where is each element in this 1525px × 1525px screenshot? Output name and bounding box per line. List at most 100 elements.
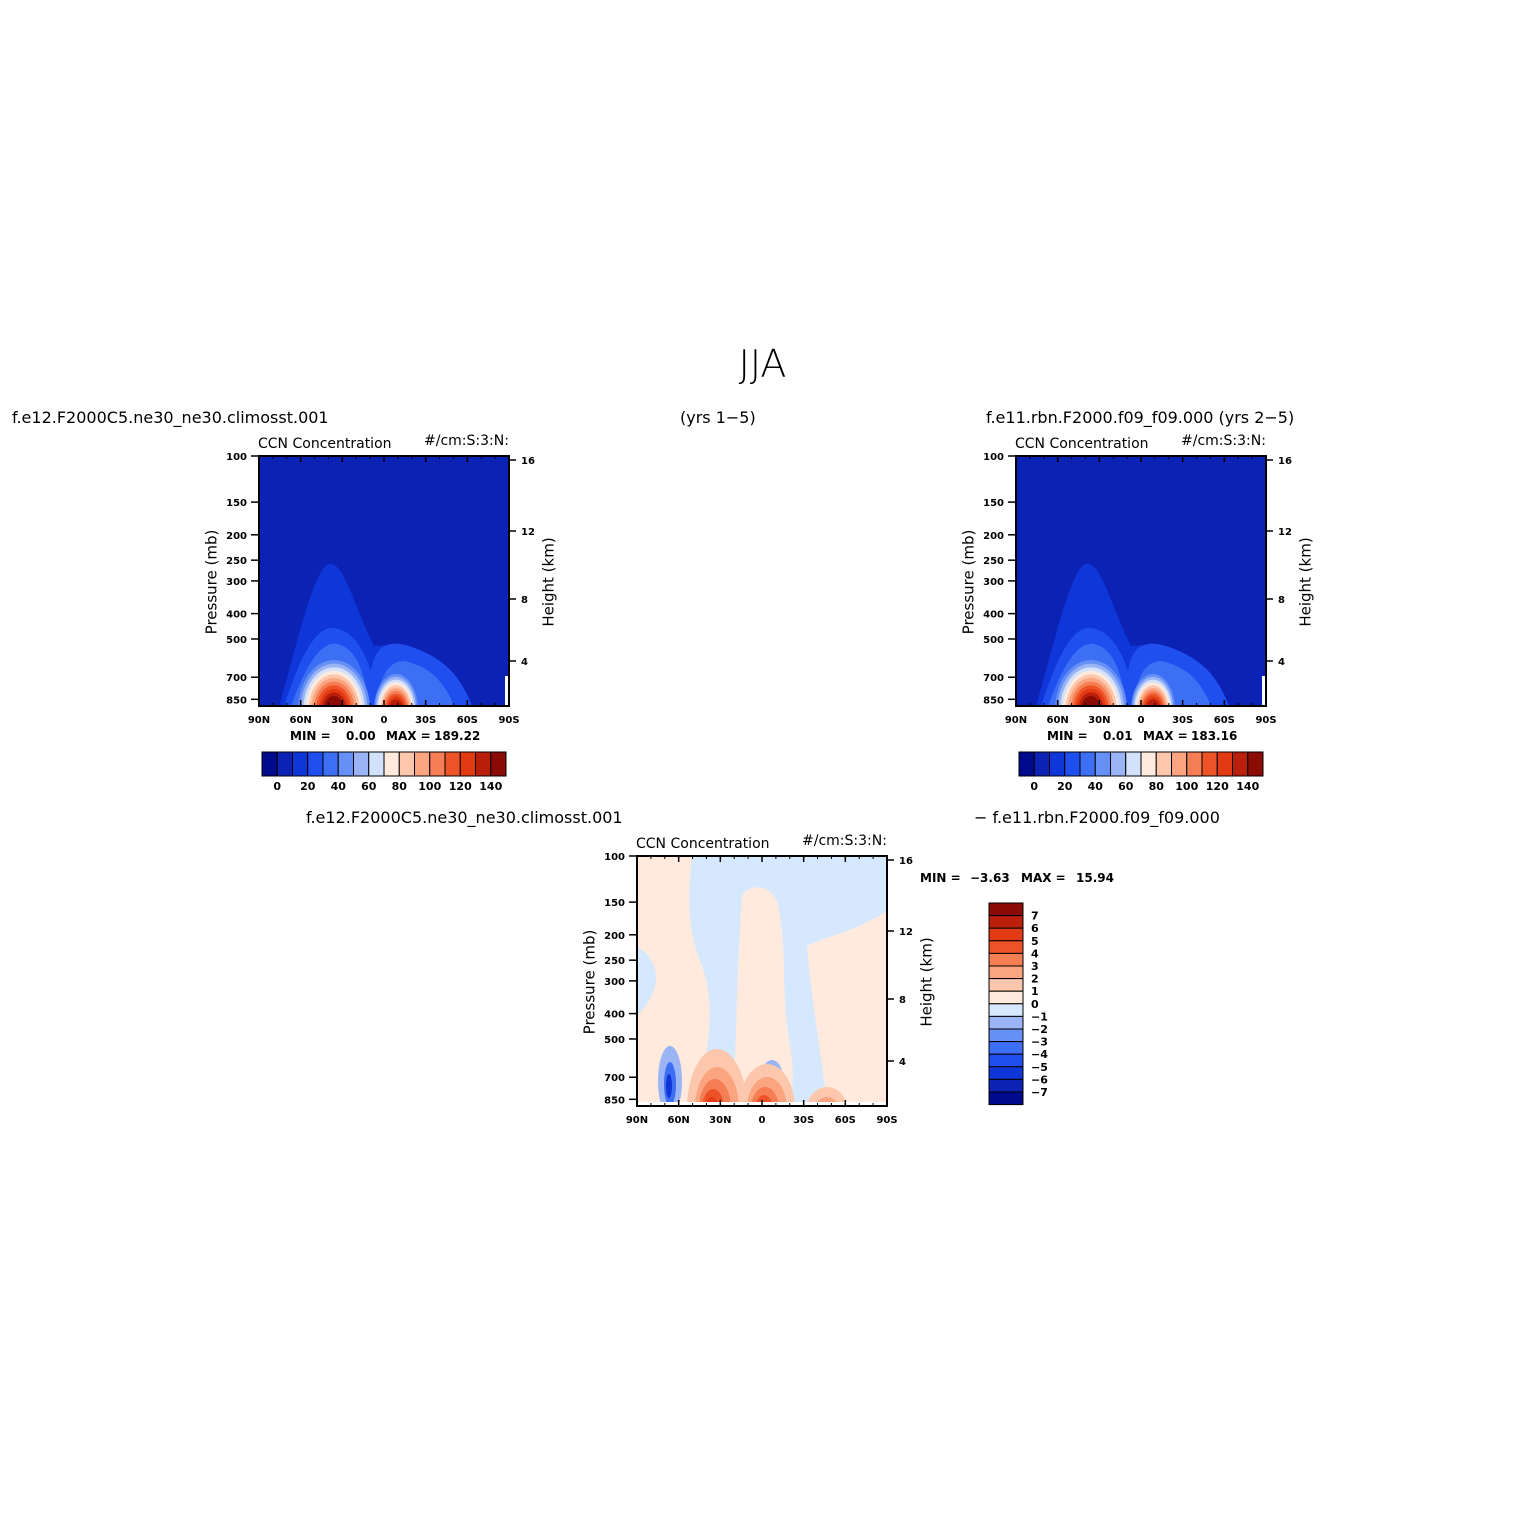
x-tick-label: 0 bbox=[759, 1115, 766, 1126]
colorbar-box bbox=[988, 1028, 1024, 1043]
y-tick-label: 400 bbox=[226, 610, 247, 621]
diff-right-label: − f.e11.rbn.F2000.f09_f09.000 bbox=[974, 808, 1220, 827]
colorbar-box bbox=[988, 915, 1024, 929]
y-tick-label-right: 12 bbox=[1278, 527, 1292, 538]
colorbar-box bbox=[1079, 751, 1096, 777]
x-tick-label: 60S bbox=[835, 1115, 856, 1126]
x-tick-label: 30N bbox=[331, 715, 353, 726]
plot-area-1 bbox=[251, 455, 516, 707]
colorbar-box bbox=[988, 965, 1024, 980]
colorbar-box bbox=[1155, 751, 1172, 777]
x-tick-label: 90S bbox=[876, 1115, 897, 1126]
colorbar-tick-label: 120 bbox=[1206, 780, 1229, 793]
colorbar-tick-label: 80 bbox=[392, 780, 408, 793]
colorbar-box bbox=[414, 751, 431, 777]
x-tick-label: 90N bbox=[248, 715, 270, 726]
x-tick-label: 90N bbox=[1005, 715, 1027, 726]
y-tick-label-right: 8 bbox=[1278, 595, 1285, 606]
colorbar-tick-label: 20 bbox=[300, 780, 316, 793]
colorbar-tick-label: 40 bbox=[1088, 780, 1104, 793]
missing-data bbox=[1262, 676, 1266, 706]
colorbar-tick-label: −2 bbox=[1031, 1023, 1048, 1036]
colorbar-tick-label: 140 bbox=[1236, 780, 1259, 793]
colorbar-tick-label: 1 bbox=[1031, 985, 1039, 998]
contour-band bbox=[324, 696, 344, 706]
colorbar-box bbox=[1171, 751, 1188, 777]
case2-label: f.e11.rbn.F2000.f09_f09.000 (yrs 2−5) bbox=[986, 408, 1295, 427]
min-value: 0.01 bbox=[1103, 729, 1133, 743]
y-tick-label: 200 bbox=[226, 531, 247, 542]
colorbar-box bbox=[1186, 751, 1203, 777]
contour-band bbox=[637, 856, 710, 1106]
colorbar-box bbox=[988, 1078, 1024, 1093]
y-tick-label: 200 bbox=[983, 531, 1004, 542]
colorbar-box bbox=[490, 751, 507, 777]
y-tick-label-right: 4 bbox=[1278, 657, 1285, 668]
colorbar-tick-label: 60 bbox=[361, 780, 377, 793]
y-tick-label: 850 bbox=[226, 695, 247, 706]
y-tick-label-right: 12 bbox=[521, 527, 535, 538]
colorbar-box bbox=[1247, 751, 1264, 777]
colorbar-box bbox=[988, 990, 1024, 1005]
colorbar-tick-label: 40 bbox=[331, 780, 347, 793]
colorbar-box bbox=[322, 751, 339, 777]
contour-band bbox=[388, 699, 404, 706]
colorbar-box bbox=[1232, 751, 1249, 777]
colorbar-box bbox=[337, 751, 354, 777]
colorbar-tick-label: 100 bbox=[1175, 780, 1198, 793]
y-tick-label-right: 16 bbox=[521, 456, 535, 467]
colorbar-box bbox=[444, 751, 461, 777]
case1-label: f.e12.F2000C5.ne30_ne30.climosst.001 bbox=[12, 408, 329, 427]
y-tick-label: 500 bbox=[983, 635, 1004, 646]
colorbar-box bbox=[398, 751, 415, 777]
y-tick-label-right: 12 bbox=[899, 927, 913, 938]
max-value: 15.94 bbox=[1076, 871, 1114, 885]
colorbar-box bbox=[988, 902, 1024, 917]
colorbar-box bbox=[988, 1015, 1024, 1030]
colorbar-box bbox=[1140, 751, 1157, 777]
colorbar-tick-label: −4 bbox=[1031, 1048, 1048, 1061]
colorbar-tick-label: 60 bbox=[1118, 780, 1134, 793]
colorbar-box bbox=[383, 751, 400, 777]
x-tick-label: 0 bbox=[381, 715, 388, 726]
y-tick-label: 100 bbox=[983, 452, 1004, 463]
colorbar-tick-label: 0 bbox=[273, 780, 281, 793]
page-title: JJA bbox=[738, 342, 787, 386]
y-tick-label-right: 8 bbox=[899, 995, 906, 1006]
x-tick-label: 90S bbox=[1255, 715, 1276, 726]
units-label: #/cm:S:3:N: bbox=[424, 433, 509, 449]
plot-area-3 bbox=[629, 855, 894, 1107]
colorbar-tick-label: 140 bbox=[479, 780, 502, 793]
colorbar-tick-label: 5 bbox=[1031, 935, 1039, 948]
colorbar-tick-label: 2 bbox=[1031, 973, 1039, 986]
x-tick-label: 60N bbox=[668, 1115, 690, 1126]
colorbar-tick-label: 20 bbox=[1057, 780, 1073, 793]
units-label: #/cm:S:3:N: bbox=[1181, 433, 1266, 449]
colorbar-tick-label: −3 bbox=[1031, 1036, 1048, 1049]
x-tick-label: 30N bbox=[709, 1115, 731, 1126]
units-label: #/cm:S:3:N: bbox=[802, 833, 887, 849]
max-label: MAX = bbox=[386, 729, 431, 743]
y-tick-label: 200 bbox=[604, 931, 625, 942]
contour-field bbox=[637, 856, 887, 1106]
y-tick-label-right: 16 bbox=[1278, 456, 1292, 467]
years1-label: (yrs 1−5) bbox=[680, 408, 756, 427]
y-tick-label: 150 bbox=[226, 498, 247, 509]
colorbar-box bbox=[988, 1091, 1024, 1106]
x-tick-label: 60S bbox=[1214, 715, 1235, 726]
y-tick-label: 300 bbox=[604, 977, 625, 988]
variable-title: CCN Concentration bbox=[258, 436, 392, 452]
colorbar-box bbox=[1049, 751, 1066, 777]
y-tick-label-right: 16 bbox=[899, 856, 913, 867]
colorbar-tick-label: 4 bbox=[1031, 947, 1039, 960]
colorbar-box bbox=[276, 751, 293, 777]
colorbar-tick-label: −5 bbox=[1031, 1061, 1048, 1074]
y-tick-label: 500 bbox=[226, 635, 247, 646]
variable-title: CCN Concentration bbox=[636, 836, 770, 852]
max-value: 189.22 bbox=[434, 729, 481, 743]
colorbar-box bbox=[261, 751, 278, 777]
colorbar-box bbox=[429, 751, 446, 777]
colorbar-box bbox=[1125, 751, 1142, 777]
min-label: MIN = bbox=[1047, 729, 1088, 743]
